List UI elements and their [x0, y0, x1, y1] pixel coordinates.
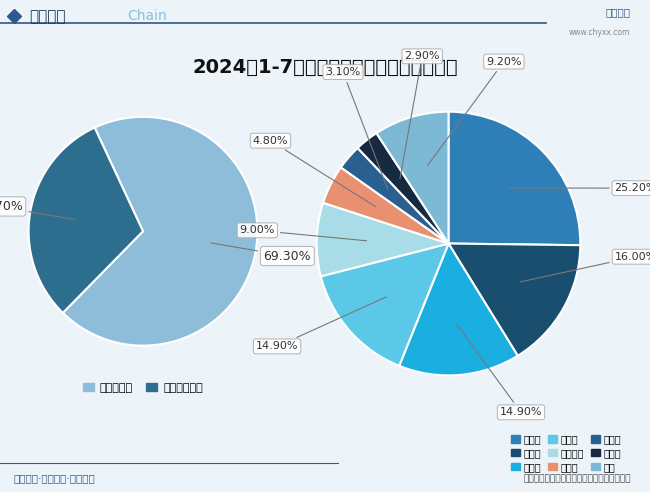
Text: 精品报告·专项定制·品质服务: 精品报告·专项定制·品质服务 [13, 474, 95, 484]
Wedge shape [448, 244, 580, 356]
Text: 2.90%: 2.90% [400, 51, 440, 179]
Text: 2024年1-7月氢燃料电池汽车销售区域分布: 2024年1-7月氢燃料电池汽车销售区域分布 [192, 58, 458, 77]
Wedge shape [29, 127, 143, 313]
Wedge shape [399, 244, 518, 375]
Text: 14.90%: 14.90% [457, 325, 542, 417]
Legend: 北京市, 深圳市, 天津市, 上海市, 张家口市, 郑州市, 广州市, 嘉兴市, 其他: 北京市, 深圳市, 天津市, 上海市, 张家口市, 郑州市, 广州市, 嘉兴市,… [507, 430, 625, 476]
Text: 9.00%: 9.00% [240, 225, 367, 241]
Text: www.chyxx.com: www.chyxx.com [569, 28, 630, 37]
Wedge shape [321, 244, 448, 366]
Text: 3.10%: 3.10% [326, 67, 387, 189]
Text: 25.20%: 25.20% [508, 183, 650, 193]
Text: 发展现状: 发展现状 [29, 9, 66, 24]
Text: 69.30%: 69.30% [211, 243, 311, 263]
Text: 30.70%: 30.70% [0, 200, 75, 219]
Text: 资料来源：中国汽车工业协会、智研咨询整理: 资料来源：中国汽车工业协会、智研咨询整理 [523, 474, 630, 483]
Legend: 示范城市群, 非示范城市群: 示范城市群, 非示范城市群 [79, 378, 207, 397]
Wedge shape [63, 117, 257, 346]
Text: 4.80%: 4.80% [253, 136, 376, 207]
Wedge shape [448, 112, 580, 245]
Text: Chain: Chain [127, 9, 166, 23]
Text: 9.20%: 9.20% [428, 57, 522, 165]
Wedge shape [341, 148, 448, 244]
Wedge shape [376, 112, 448, 244]
Wedge shape [358, 133, 448, 244]
Text: 14.90%: 14.90% [256, 297, 387, 351]
Text: 智研咨询: 智研咨询 [606, 7, 630, 17]
Wedge shape [323, 167, 448, 244]
Text: 16.00%: 16.00% [520, 252, 650, 282]
Wedge shape [317, 203, 448, 277]
